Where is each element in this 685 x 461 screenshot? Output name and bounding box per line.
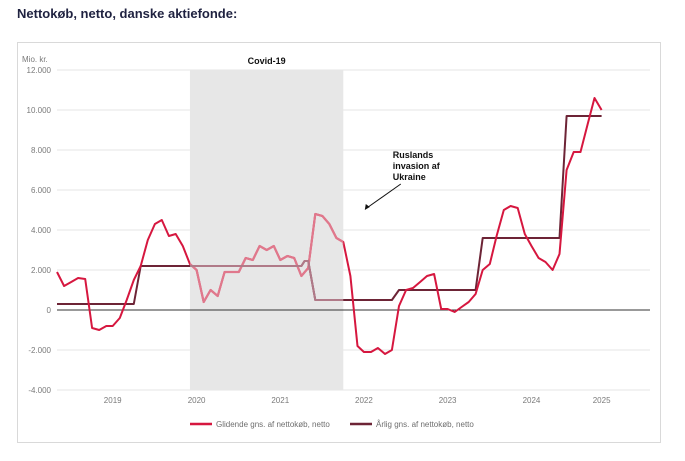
y-tick-label: 10.000 [27,106,52,115]
legend: Glidende gns. af nettokøb, netto Årlig gn… [190,420,474,429]
series-line-rolling-covid [189,212,344,304]
chart-frame [17,42,661,443]
y-tick-label: 8.000 [31,146,52,155]
covid-shade-rect [189,70,344,390]
x-tick-label: 2021 [271,396,289,405]
y-tick-label: 6.000 [31,186,52,195]
x-tick-label: 2019 [104,396,122,405]
axis-layer: 12.000 10.000 8.000 6.000 4.000 2.000 0 -2.000 -… [27,66,650,405]
y-tick-label: 4.000 [31,226,52,235]
annotation-arrow-line [366,183,402,209]
x-tick-label: 2022 [355,396,373,405]
annotation-text: Ukraine [393,172,426,182]
x-tick-label: 2020 [188,396,206,405]
x-tick-label: 2023 [439,396,457,405]
legend-label: Glidende gns. af nettokøb, netto [216,420,330,429]
covid-label: Covid-19 [248,56,286,66]
y-tick-label: -2.000 [28,346,51,355]
x-tick-label: 2025 [593,396,611,405]
y-axis-unit-label: Mio. kr. [22,55,48,64]
y-tick-label: -4.000 [28,386,51,395]
legend-label: Årlig gns. af nettokøb, netto [376,420,474,429]
y-tick-label: 2.000 [31,266,52,275]
y-tick-label: 12.000 [27,66,52,75]
series-layer [56,97,603,355]
annotation-text: invasion af [393,161,441,171]
page-title: Nettokøb, netto, danske aktiefonde: [17,6,238,21]
annotation-arrow-head [364,204,370,210]
annotation-text: Ruslands [393,150,434,160]
x-tick-label: 2024 [523,396,541,405]
covid-shaded-region: Covid-19 [189,56,344,390]
y-tick-label: 0 [47,306,52,315]
